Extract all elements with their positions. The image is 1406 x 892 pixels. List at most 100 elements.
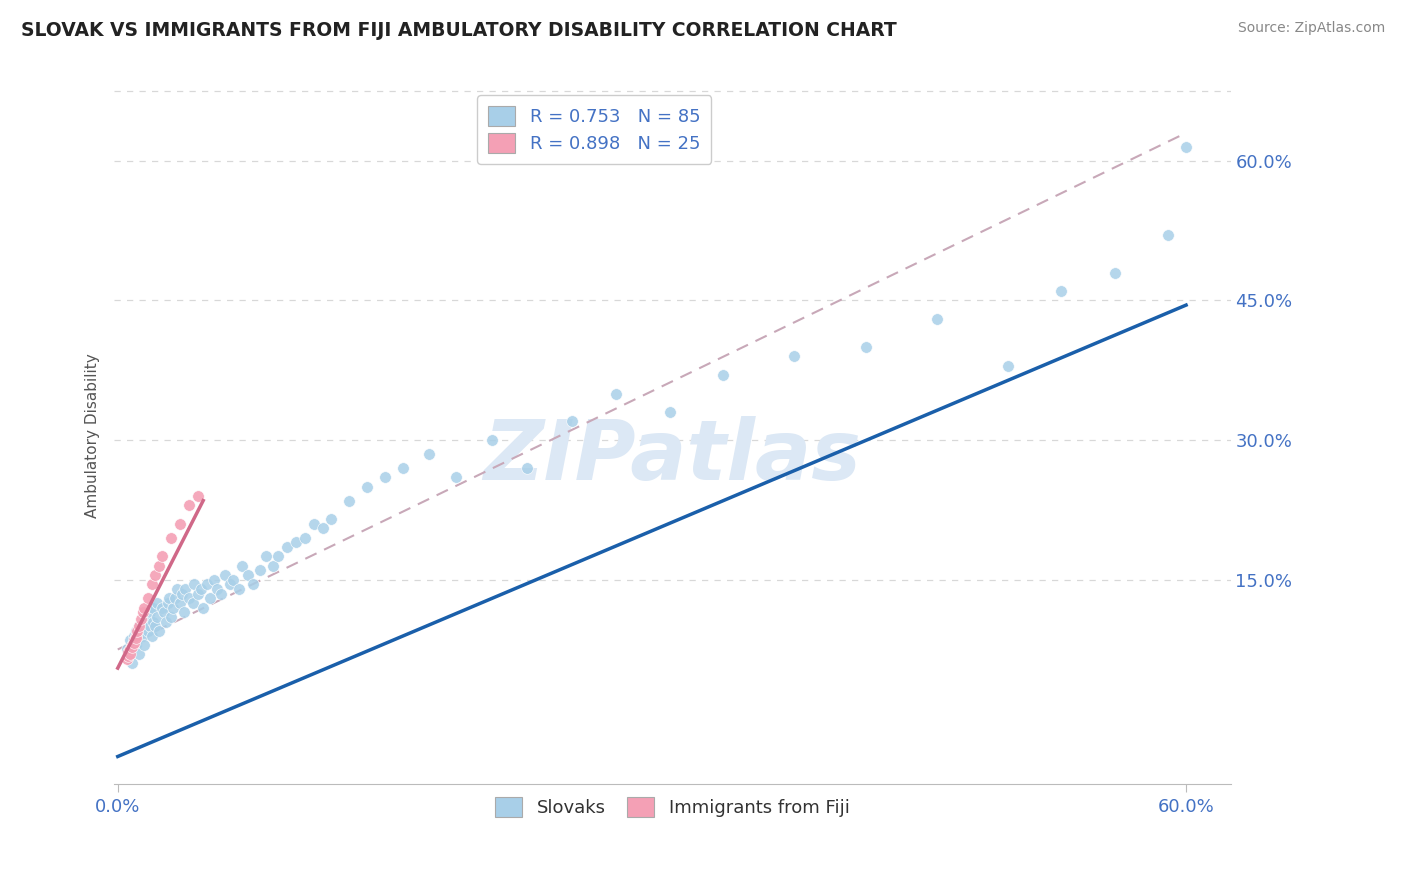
Y-axis label: Ambulatory Disability: Ambulatory Disability bbox=[86, 353, 100, 517]
Point bbox=[157, 591, 180, 606]
Point bbox=[284, 535, 307, 549]
Point bbox=[121, 638, 143, 652]
Point bbox=[855, 340, 877, 354]
Point bbox=[214, 568, 236, 582]
Point bbox=[121, 657, 143, 671]
Point bbox=[122, 633, 145, 648]
Point bbox=[177, 591, 200, 606]
Point bbox=[302, 516, 325, 531]
Point bbox=[193, 600, 215, 615]
Point bbox=[153, 605, 176, 619]
Point bbox=[997, 359, 1019, 373]
Point bbox=[124, 638, 146, 652]
Point bbox=[294, 531, 316, 545]
Point bbox=[311, 521, 333, 535]
Point bbox=[141, 577, 163, 591]
Point bbox=[711, 368, 734, 382]
Point bbox=[124, 632, 146, 646]
Point bbox=[134, 619, 156, 633]
Point bbox=[219, 577, 242, 591]
Point bbox=[142, 600, 165, 615]
Point bbox=[135, 615, 157, 629]
Point bbox=[117, 648, 139, 663]
Point bbox=[561, 414, 583, 428]
Point bbox=[222, 573, 245, 587]
Point bbox=[267, 549, 290, 564]
Point bbox=[925, 312, 948, 326]
Point bbox=[134, 638, 156, 652]
Point bbox=[160, 531, 183, 545]
Point bbox=[148, 558, 170, 573]
Point bbox=[142, 615, 165, 629]
Point bbox=[146, 596, 169, 610]
Point bbox=[356, 480, 378, 494]
Point bbox=[127, 624, 149, 638]
Point bbox=[127, 633, 149, 648]
Point bbox=[200, 591, 222, 606]
Point bbox=[129, 624, 152, 638]
Point bbox=[391, 461, 413, 475]
Point bbox=[418, 447, 440, 461]
Point bbox=[136, 591, 159, 606]
Point bbox=[783, 349, 806, 363]
Point bbox=[146, 610, 169, 624]
Point bbox=[156, 596, 179, 610]
Point bbox=[195, 577, 218, 591]
Point bbox=[254, 549, 277, 564]
Point bbox=[1050, 284, 1073, 298]
Point bbox=[128, 619, 150, 633]
Point bbox=[190, 582, 212, 596]
Point bbox=[162, 600, 184, 615]
Point bbox=[207, 582, 229, 596]
Point bbox=[1157, 228, 1180, 243]
Point bbox=[148, 624, 170, 638]
Point bbox=[121, 640, 143, 654]
Point bbox=[120, 633, 142, 648]
Point bbox=[374, 470, 396, 484]
Point bbox=[231, 558, 253, 573]
Point bbox=[276, 540, 298, 554]
Point bbox=[117, 645, 139, 659]
Point bbox=[129, 612, 152, 626]
Point bbox=[150, 549, 173, 564]
Point bbox=[481, 433, 503, 447]
Point bbox=[120, 642, 142, 657]
Point bbox=[262, 558, 284, 573]
Point bbox=[187, 489, 209, 503]
Point bbox=[170, 586, 193, 600]
Point bbox=[136, 624, 159, 638]
Point bbox=[174, 582, 197, 596]
Point bbox=[169, 596, 191, 610]
Point bbox=[143, 568, 166, 582]
Point bbox=[115, 642, 138, 657]
Point bbox=[187, 586, 209, 600]
Point bbox=[131, 628, 153, 642]
Point bbox=[155, 615, 177, 629]
Point bbox=[139, 605, 162, 619]
Point bbox=[131, 605, 153, 619]
Point bbox=[242, 577, 264, 591]
Point bbox=[202, 573, 225, 587]
Point bbox=[122, 636, 145, 650]
Point bbox=[658, 405, 681, 419]
Point bbox=[1175, 140, 1198, 154]
Point bbox=[134, 600, 156, 615]
Text: Source: ZipAtlas.com: Source: ZipAtlas.com bbox=[1237, 21, 1385, 35]
Point bbox=[236, 568, 259, 582]
Legend: Slovaks, Immigrants from Fiji: Slovaks, Immigrants from Fiji bbox=[488, 790, 856, 824]
Point bbox=[181, 596, 204, 610]
Point bbox=[516, 461, 538, 475]
Point bbox=[139, 619, 162, 633]
Point bbox=[124, 628, 146, 642]
Point bbox=[209, 586, 232, 600]
Point bbox=[128, 647, 150, 661]
Point bbox=[160, 610, 183, 624]
Point bbox=[128, 619, 150, 633]
Point bbox=[337, 493, 360, 508]
Point bbox=[166, 582, 188, 596]
Point bbox=[1104, 266, 1126, 280]
Point bbox=[141, 628, 163, 642]
Point bbox=[183, 577, 205, 591]
Point bbox=[120, 647, 142, 661]
Point bbox=[124, 624, 146, 638]
